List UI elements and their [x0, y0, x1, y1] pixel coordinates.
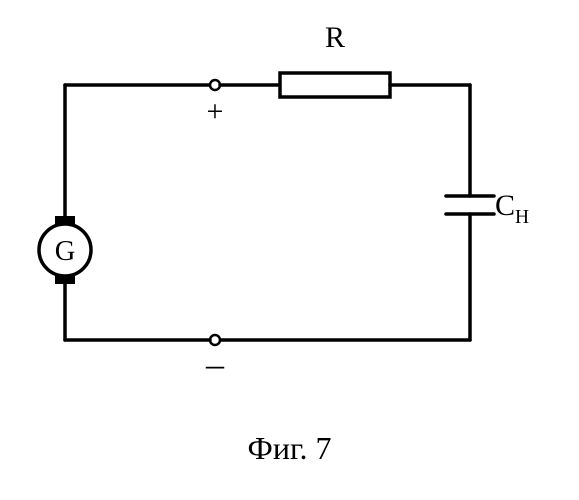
negative-terminal-label: – [205, 344, 225, 384]
positive-terminal-label: + [207, 95, 224, 128]
capacitor-label: CH [495, 189, 529, 228]
figure-caption: Фиг. 7 [0, 430, 579, 467]
resistor-label: R [325, 21, 345, 54]
circuit-diagram: R CH G + – [0, 0, 579, 420]
generator-label: G [55, 236, 76, 267]
